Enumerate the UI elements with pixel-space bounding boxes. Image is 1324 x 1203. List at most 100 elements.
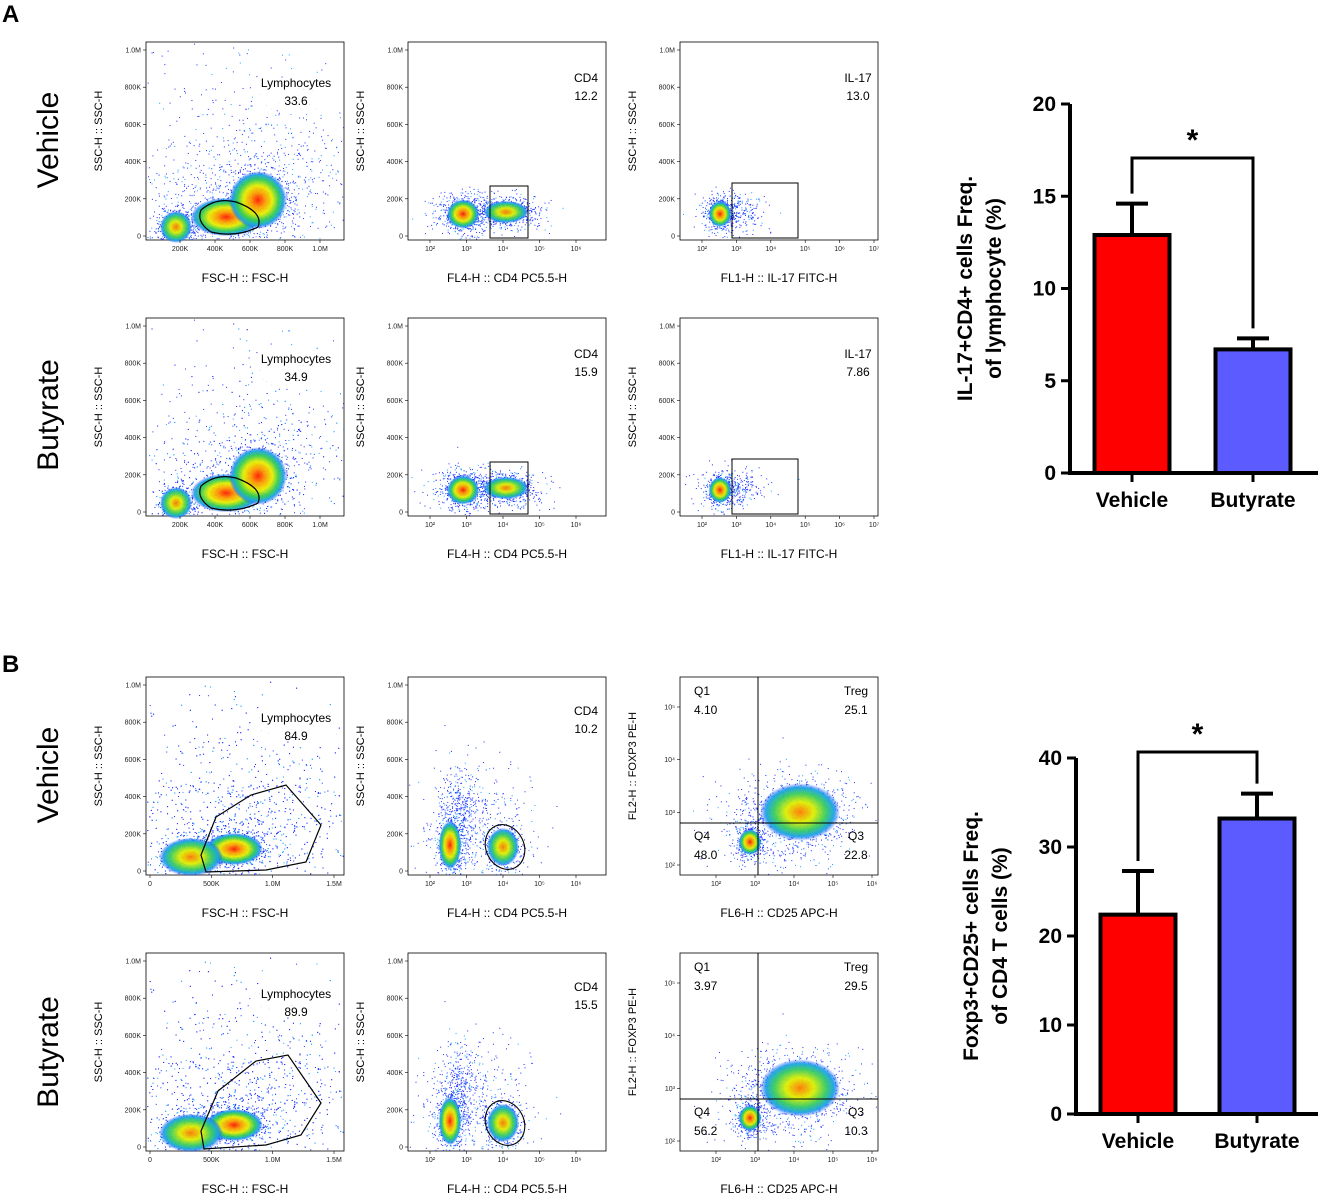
event-dots xyxy=(149,319,344,519)
event-dots xyxy=(409,1001,562,1151)
y-tick-label: 600K xyxy=(125,122,142,129)
x-tick-label: 10⁵ xyxy=(828,881,839,888)
gate-value: 15.9 xyxy=(574,365,598,379)
significance-star: * xyxy=(1187,124,1199,157)
x-axis-label: FSC-H :: FSC-H xyxy=(202,271,289,285)
significance-bracket xyxy=(1136,750,1259,862)
quadrant-q4-value: 48.0 xyxy=(694,848,718,862)
y-tick-label: 200K xyxy=(387,196,404,203)
flow-plots: Lymphocytes 33.6 0 200K 400K 600K 800K 1.0M 200K… xyxy=(93,41,880,1196)
y-axis-label-line1: Foxp3+CD25+ cells Freq. xyxy=(960,811,983,1061)
x-tick-label: 10⁴ xyxy=(498,246,509,253)
density-core xyxy=(229,447,287,505)
event-dots xyxy=(412,186,564,240)
quadrant-treg-value: 25.1 xyxy=(844,703,868,717)
y-tick-label: 400K xyxy=(125,1070,142,1077)
x-tick-label: 1.0M xyxy=(312,522,328,529)
y-tick-label: 0 xyxy=(137,234,141,241)
x-tick-label: 10⁴ xyxy=(765,522,776,529)
y-tick-label: 10 xyxy=(1039,1014,1062,1037)
x-tick-label: 10⁵ xyxy=(534,881,545,888)
x-tick-label: 10⁴ xyxy=(789,1157,800,1164)
x-tick-label: 10³ xyxy=(461,522,472,529)
y-tick-label: 200K xyxy=(387,472,404,479)
density-core xyxy=(160,211,192,243)
x-category-label-vehicle: Vehicle xyxy=(1096,489,1168,512)
x-tick-label: 1.0M xyxy=(265,881,281,888)
x-tick-label: 200K xyxy=(172,522,189,529)
event-dots xyxy=(693,737,877,875)
plot-frame xyxy=(679,952,879,1152)
y-axis-label: SSC-H :: SSC-H xyxy=(627,367,639,448)
y-tick-label: 600K xyxy=(387,398,404,405)
density-core xyxy=(159,837,223,877)
y-tick-label: 10⁴ xyxy=(664,757,675,764)
density-core xyxy=(447,475,479,505)
row-label-b-butyrate: Butyrate xyxy=(32,996,65,1108)
y-tick-label: 1.0M xyxy=(125,959,141,966)
density-core xyxy=(738,829,762,855)
flow-plot-b-r1-c0: Lymphocytes 89.9 0 200K 400K 600K 800K 1.0M 0 500… xyxy=(93,952,345,1196)
bar-butyrate xyxy=(1217,816,1297,1117)
flow-plot-a-r1-c1: CD4 15.9 0 200K 400K 600K 800K 1.0M 10² 10³ 10⁴ 10⁵… xyxy=(355,317,607,561)
flow-plot-a-r1-c0: Lymphocytes 34.9 0 200K 400K 600K 800K 1.0M 200K… xyxy=(93,317,345,561)
y-tick-label: 200K xyxy=(125,1107,142,1114)
x-axis-label: FL4-H :: CD4 PC5.5-H xyxy=(447,271,567,285)
x-tick-label: 1.5M xyxy=(326,1157,342,1164)
il17-gate xyxy=(731,182,799,239)
y-tick-label: 10⁵ xyxy=(664,705,675,712)
x-tick-label: 10⁶ xyxy=(571,881,582,888)
x-tick-label: 10² xyxy=(425,1157,436,1164)
y-tick-label: 400K xyxy=(387,1070,404,1077)
y-axis-label: SSC-H :: SSC-H xyxy=(355,91,367,172)
y-tick-label: 0 xyxy=(399,869,403,876)
cd4-gate xyxy=(484,1100,526,1146)
y-tick-label: 0 xyxy=(399,234,403,241)
x-axis-label: FSC-H :: FSC-H xyxy=(202,547,289,561)
gate-value: 12.2 xyxy=(574,89,598,103)
y-tick-label: 600K xyxy=(387,122,404,129)
cd4-gate xyxy=(489,185,529,239)
x-tick-label: 10⁵ xyxy=(534,522,545,529)
significance-bracket xyxy=(1130,156,1255,329)
gate-value: 34.9 xyxy=(284,370,308,384)
event-dots xyxy=(147,957,344,1153)
gate-name: Lymphocytes xyxy=(261,987,331,1001)
x-tick-label: 800K xyxy=(277,522,294,529)
x-tick-label: 10⁶ xyxy=(571,522,582,529)
x-tick-label: 600K xyxy=(242,522,259,529)
plot-frame xyxy=(679,676,879,876)
y-tick-label: 1.0M xyxy=(387,959,403,966)
flow-plot-a-r0-c0: Lymphocytes 33.6 0 200K 400K 600K 800K 1.0M 200K… xyxy=(93,41,345,285)
x-axis-label: FL1-H :: IL-17 FITC-H xyxy=(721,271,838,285)
y-axis-label: SSC-H :: SSC-H xyxy=(93,1002,105,1083)
x-tick-label: 10⁷ xyxy=(869,522,880,529)
x-tick-label: 10³ xyxy=(461,1157,472,1164)
x-tick-label: 10² xyxy=(697,522,708,529)
x-axis-label: FSC-H :: FSC-H xyxy=(202,1182,289,1196)
event-dots xyxy=(411,446,561,516)
y-tick-label: 1.0M xyxy=(387,324,403,331)
x-tick-label: 10² xyxy=(425,881,436,888)
cd4-gate xyxy=(484,824,526,870)
x-tick-label: 10⁶ xyxy=(867,1157,878,1164)
quadrant-q1-label: Q1 xyxy=(694,684,710,698)
x-tick-label: 0 xyxy=(148,1157,152,1164)
x-tick-label: 500K xyxy=(203,1157,220,1164)
y-tick-label: 800K xyxy=(125,361,142,368)
plot-frame xyxy=(679,41,879,241)
y-tick-label: 0 xyxy=(137,869,141,876)
y-tick-label: 400K xyxy=(125,435,142,442)
x-axis-label: FL4-H :: CD4 PC5.5-H xyxy=(447,547,567,561)
quadrant-q1-value: 4.10 xyxy=(694,703,718,717)
x-tick-label: 1.5M xyxy=(326,881,342,888)
gate-value: 15.5 xyxy=(574,998,598,1012)
y-axis-label: SSC-H :: SSC-H xyxy=(355,726,367,807)
y-tick-label: 0 xyxy=(671,510,675,517)
x-axis-label: FL6-H :: CD25 APC-H xyxy=(720,906,837,920)
y-tick-label: 400K xyxy=(125,794,142,801)
x-tick-label: 10⁵ xyxy=(828,1157,839,1164)
x-tick-label: 400K xyxy=(207,246,224,253)
y-tick-label: 1.0M xyxy=(387,48,403,55)
y-tick-label: 800K xyxy=(387,996,404,1003)
